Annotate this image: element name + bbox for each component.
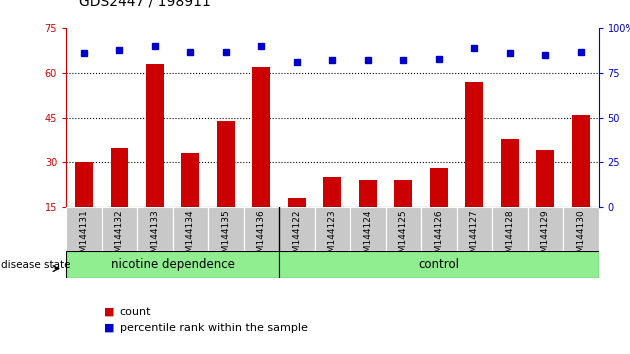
Bar <box>208 207 244 251</box>
Text: GSM144123: GSM144123 <box>328 209 337 264</box>
Bar <box>66 251 279 278</box>
Bar <box>314 207 350 251</box>
Bar <box>572 115 590 207</box>
Bar <box>457 207 492 251</box>
Text: GSM144122: GSM144122 <box>292 209 301 264</box>
Bar <box>253 67 270 207</box>
Bar <box>430 169 448 207</box>
Text: GSM144132: GSM144132 <box>115 209 124 264</box>
Text: GSM144134: GSM144134 <box>186 209 195 264</box>
Bar <box>244 207 279 251</box>
Bar <box>394 180 412 207</box>
Text: GSM144125: GSM144125 <box>399 209 408 264</box>
Bar <box>66 207 101 251</box>
Bar <box>288 198 306 207</box>
Text: GSM144126: GSM144126 <box>434 209 444 264</box>
Text: control: control <box>418 258 459 271</box>
Text: count: count <box>120 307 151 317</box>
Bar <box>75 162 93 207</box>
Bar <box>421 207 457 251</box>
Text: GSM144133: GSM144133 <box>151 209 159 264</box>
Bar <box>466 82 483 207</box>
Text: GSM144135: GSM144135 <box>221 209 231 264</box>
Bar <box>501 138 518 207</box>
Bar <box>146 64 164 207</box>
Text: GSM144128: GSM144128 <box>505 209 514 264</box>
Bar <box>563 207 598 251</box>
Bar <box>279 207 314 251</box>
Text: GSM144131: GSM144131 <box>79 209 88 264</box>
Text: GSM144130: GSM144130 <box>576 209 585 264</box>
Text: ■: ■ <box>104 323 115 333</box>
Bar <box>527 207 563 251</box>
Text: GSM144136: GSM144136 <box>257 209 266 264</box>
Text: GDS2447 / 198911: GDS2447 / 198911 <box>79 0 210 9</box>
Bar <box>173 207 208 251</box>
Bar <box>137 207 173 251</box>
Bar <box>359 180 377 207</box>
Text: GSM144129: GSM144129 <box>541 209 550 264</box>
Text: disease state: disease state <box>1 259 71 270</box>
Bar <box>350 207 386 251</box>
Bar <box>181 154 199 207</box>
Bar <box>279 251 598 278</box>
Text: nicotine dependence: nicotine dependence <box>111 258 234 271</box>
Text: GSM144124: GSM144124 <box>364 209 372 264</box>
Bar <box>217 121 235 207</box>
Bar <box>492 207 527 251</box>
Text: GSM144127: GSM144127 <box>470 209 479 264</box>
Text: ■: ■ <box>104 307 115 317</box>
Bar <box>101 207 137 251</box>
Text: percentile rank within the sample: percentile rank within the sample <box>120 323 307 333</box>
Bar <box>386 207 421 251</box>
Bar <box>323 177 341 207</box>
Bar <box>110 148 129 207</box>
Bar <box>536 150 554 207</box>
